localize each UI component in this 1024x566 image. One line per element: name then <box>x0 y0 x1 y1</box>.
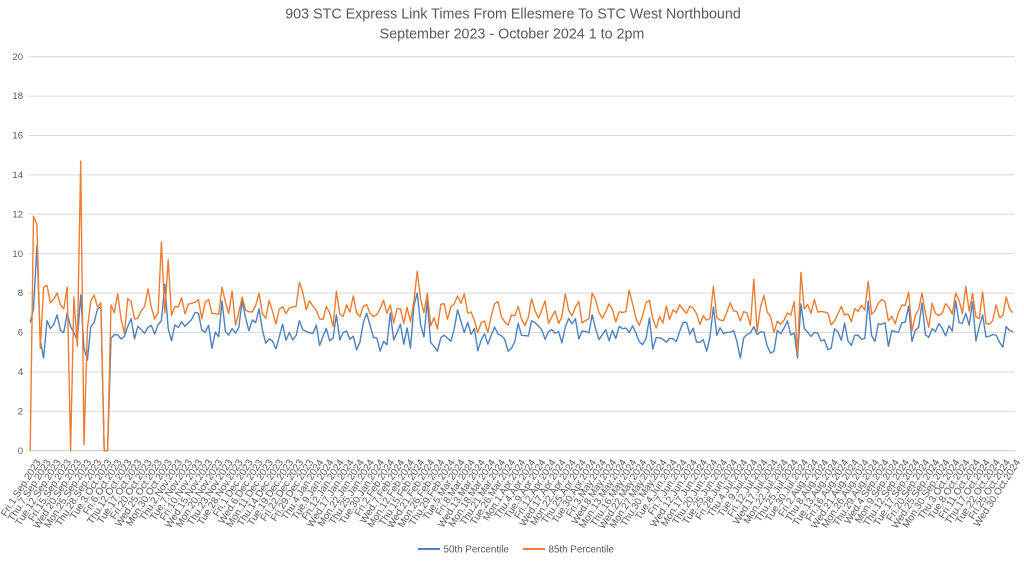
svg-text:0: 0 <box>18 446 23 457</box>
svg-text:12: 12 <box>12 209 23 220</box>
svg-text:85th Percentile: 85th Percentile <box>549 545 615 556</box>
svg-text:September 2023 - October 2024: September 2023 - October 2024 1 to 2pm <box>380 27 645 43</box>
svg-text:18: 18 <box>12 91 23 102</box>
svg-text:4: 4 <box>18 367 23 378</box>
svg-text:8: 8 <box>18 288 23 299</box>
svg-text:16: 16 <box>12 131 23 142</box>
svg-text:2: 2 <box>18 406 23 417</box>
svg-text:6: 6 <box>18 328 23 339</box>
svg-text:14: 14 <box>12 170 23 181</box>
svg-text:20: 20 <box>12 52 23 63</box>
svg-text:903 STC Express Link Times Fro: 903 STC Express Link Times From Ellesmer… <box>285 7 741 23</box>
svg-text:10: 10 <box>12 249 23 260</box>
svg-text:50th Percentile: 50th Percentile <box>444 545 510 556</box>
